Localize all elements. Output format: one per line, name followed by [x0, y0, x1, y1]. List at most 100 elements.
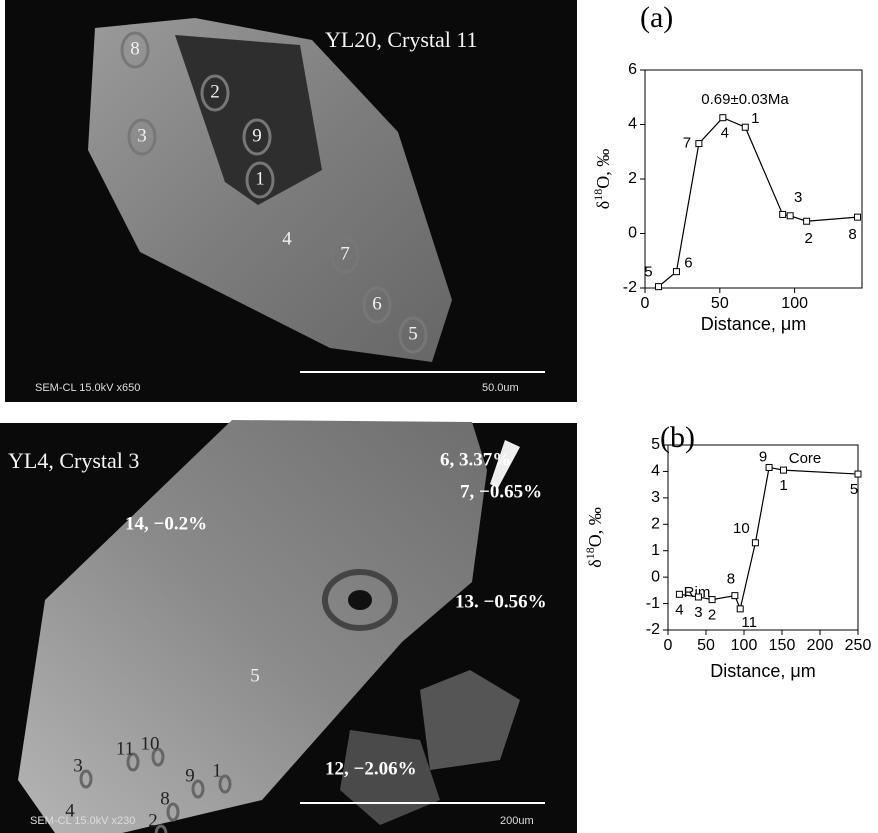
data-point [736, 605, 744, 613]
spot-note: 14, −0.2% [125, 513, 207, 534]
plot-frame [667, 444, 859, 631]
x-axis-label: Distance, μm [710, 661, 815, 681]
crystal [18, 420, 487, 833]
data-point [741, 123, 749, 131]
point-label: 8 [848, 226, 856, 243]
spot-label: 8 [130, 38, 140, 59]
spot-label: 9 [252, 125, 262, 146]
data-point [779, 210, 787, 218]
spot-ring [127, 118, 157, 156]
y-tick-label: -1 [646, 595, 660, 612]
data-point [786, 212, 794, 220]
spot-ring [151, 747, 165, 767]
x-tick-label: 100 [781, 295, 808, 312]
point-label: 3 [694, 604, 702, 621]
image-title: YL4, Crystal 3 [8, 448, 139, 473]
x-tick-label: 0 [641, 295, 650, 312]
x-axis-label: Distance, μm [701, 314, 806, 334]
spot-label: 1 [255, 168, 265, 189]
spot-ring [200, 74, 230, 112]
cl-image-b: YL4, Crystal 3 SEM-CL 15.0kV x230 200um [0, 420, 577, 833]
spot-ring [362, 286, 392, 324]
spot-ring [330, 236, 360, 274]
point-label: 10 [733, 520, 750, 537]
inclusion [348, 590, 372, 610]
x-tick-label: 50 [697, 637, 715, 654]
point-label: 5 [644, 264, 652, 281]
data-point [708, 596, 716, 604]
y-tick-label: -2 [646, 621, 660, 638]
y-tick-label: 2 [651, 516, 660, 533]
annotation: Rim [684, 584, 711, 601]
spot-note: 6, 3.37% [440, 449, 511, 470]
y-tick-label: 5 [651, 436, 660, 453]
data-point [765, 463, 773, 471]
image-footer: SEM-CL 15.0kV x650 [35, 382, 140, 394]
spot-label: 10 [141, 733, 160, 754]
y-axis-label: δ18O, ‰ [591, 149, 613, 209]
point-label: 6 [684, 255, 692, 272]
spot-label: 5 [408, 323, 418, 344]
spot-label: 7 [340, 243, 350, 264]
spot-note: 12, −2.06% [325, 758, 417, 779]
y-tick-label: 2 [628, 170, 637, 187]
x-tick-label: 50 [711, 295, 729, 312]
spot-ring [120, 31, 150, 69]
y-tick-label: 4 [651, 463, 660, 480]
scale-label: 50.0um [482, 382, 519, 394]
spot-ring [218, 774, 232, 794]
image-title: YL20, Crystal 11 [325, 27, 478, 52]
spot-ring [245, 161, 275, 199]
spot-note: 7, −0.65% [460, 481, 542, 502]
x-tick-label: 100 [731, 637, 758, 654]
spot-label: 6 [372, 293, 382, 314]
spot-ring [191, 779, 205, 799]
annotation: Core [789, 450, 822, 467]
panel-label: (b) [660, 421, 695, 454]
x-tick-label: 250 [845, 637, 872, 654]
data-point [780, 466, 788, 474]
point-label: 1 [779, 477, 787, 494]
data-point [719, 114, 727, 122]
scale-label: 200um [500, 815, 534, 827]
spot-ring [154, 824, 168, 833]
y-tick-label: 0 [628, 225, 637, 242]
panel-label: (a) [640, 1, 673, 34]
y-tick-label: 0 [651, 568, 660, 585]
spot-label: 2 [210, 81, 220, 102]
point-label: 11 [741, 614, 757, 631]
spot-label: 11 [116, 738, 134, 759]
data-point [695, 140, 703, 148]
fragment [340, 730, 440, 825]
data-point [672, 268, 680, 276]
spot-label: 1 [212, 760, 222, 781]
data-point [654, 283, 662, 291]
y-tick-label: 1 [651, 542, 660, 559]
spot-ring [166, 802, 180, 822]
data-point [731, 592, 739, 600]
spot-label: 4 [65, 800, 75, 821]
point-label: 7 [683, 135, 691, 152]
data-point [751, 539, 759, 547]
spot-ring [126, 752, 140, 772]
spot-ring [398, 316, 428, 354]
point-label: 2 [708, 607, 716, 624]
annotation: 0.69±0.03Ma [701, 91, 789, 108]
point-label: 9 [759, 448, 767, 465]
y-tick-label: -2 [623, 279, 637, 296]
data-point [854, 213, 862, 221]
fragment [420, 670, 520, 770]
inclusion [322, 569, 398, 631]
cl-image-a: YL20, Crystal 11 SEM-CL 15.0kV x650 50.0… [5, 0, 577, 402]
y-axis-label: δ18O, ‰ [583, 507, 605, 567]
spot-note: 13. −0.56% [455, 591, 547, 612]
image-footer: SEM-CL 15.0kV x230 [30, 815, 135, 827]
point-label: 2 [804, 230, 812, 247]
y-tick-label: 3 [651, 489, 660, 506]
spot-label: 3 [137, 125, 147, 146]
point-label: 3 [794, 189, 802, 206]
spot-label: 9 [185, 765, 195, 786]
data-point [694, 593, 702, 601]
spot-label: 3 [73, 755, 83, 776]
